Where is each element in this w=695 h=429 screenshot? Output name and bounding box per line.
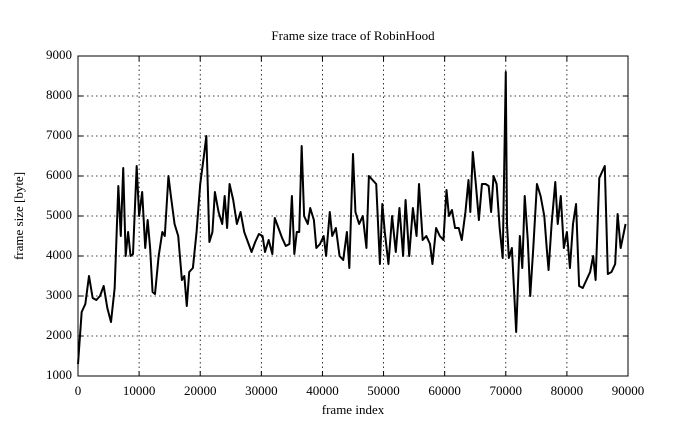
- x-tick-label: 40000: [306, 383, 339, 398]
- y-axis-label: frame size [byte]: [11, 172, 26, 260]
- x-tick-label: 10000: [123, 383, 156, 398]
- x-tick-label: 20000: [184, 383, 217, 398]
- x-tick-label: 0: [75, 383, 82, 398]
- plot-frame: [77, 55, 629, 377]
- y-tick-label: 7000: [46, 127, 72, 142]
- x-tick-label: 50000: [367, 383, 400, 398]
- x-tick-label: 70000: [490, 383, 523, 398]
- y-tick-label: 2000: [46, 327, 72, 342]
- chart-title: Frame size trace of RobinHood: [271, 28, 435, 43]
- y-tick-label: 5000: [46, 207, 72, 222]
- y-tick-label: 9000: [46, 47, 72, 62]
- y-tick-label: 3000: [46, 287, 72, 302]
- x-axis-label: frame index: [322, 402, 385, 417]
- data-line: [77, 71, 627, 365]
- y-tick-label: 8000: [46, 87, 72, 102]
- x-tick-label: 60000: [428, 383, 461, 398]
- y-tick-label: 1000: [46, 367, 72, 382]
- y-tick-label: 6000: [46, 167, 72, 182]
- x-tick-label: 30000: [245, 383, 278, 398]
- x-tick-label: 80000: [551, 383, 584, 398]
- y-tick-label: 4000: [46, 247, 72, 262]
- x-tick-label: 90000: [612, 383, 645, 398]
